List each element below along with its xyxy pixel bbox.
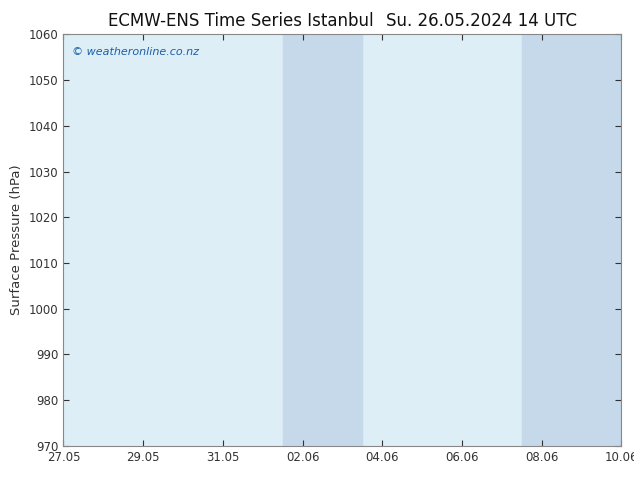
Bar (522, 34, 621, 446)
Text: © weatheronline.co.nz: © weatheronline.co.nz (72, 47, 199, 57)
Text: ECMW-ENS Time Series Istanbul: ECMW-ENS Time Series Istanbul (108, 12, 373, 30)
Bar (283, 34, 362, 446)
Y-axis label: Surface Pressure (hPa): Surface Pressure (hPa) (10, 165, 23, 316)
Text: Su. 26.05.2024 14 UTC: Su. 26.05.2024 14 UTC (386, 12, 578, 30)
